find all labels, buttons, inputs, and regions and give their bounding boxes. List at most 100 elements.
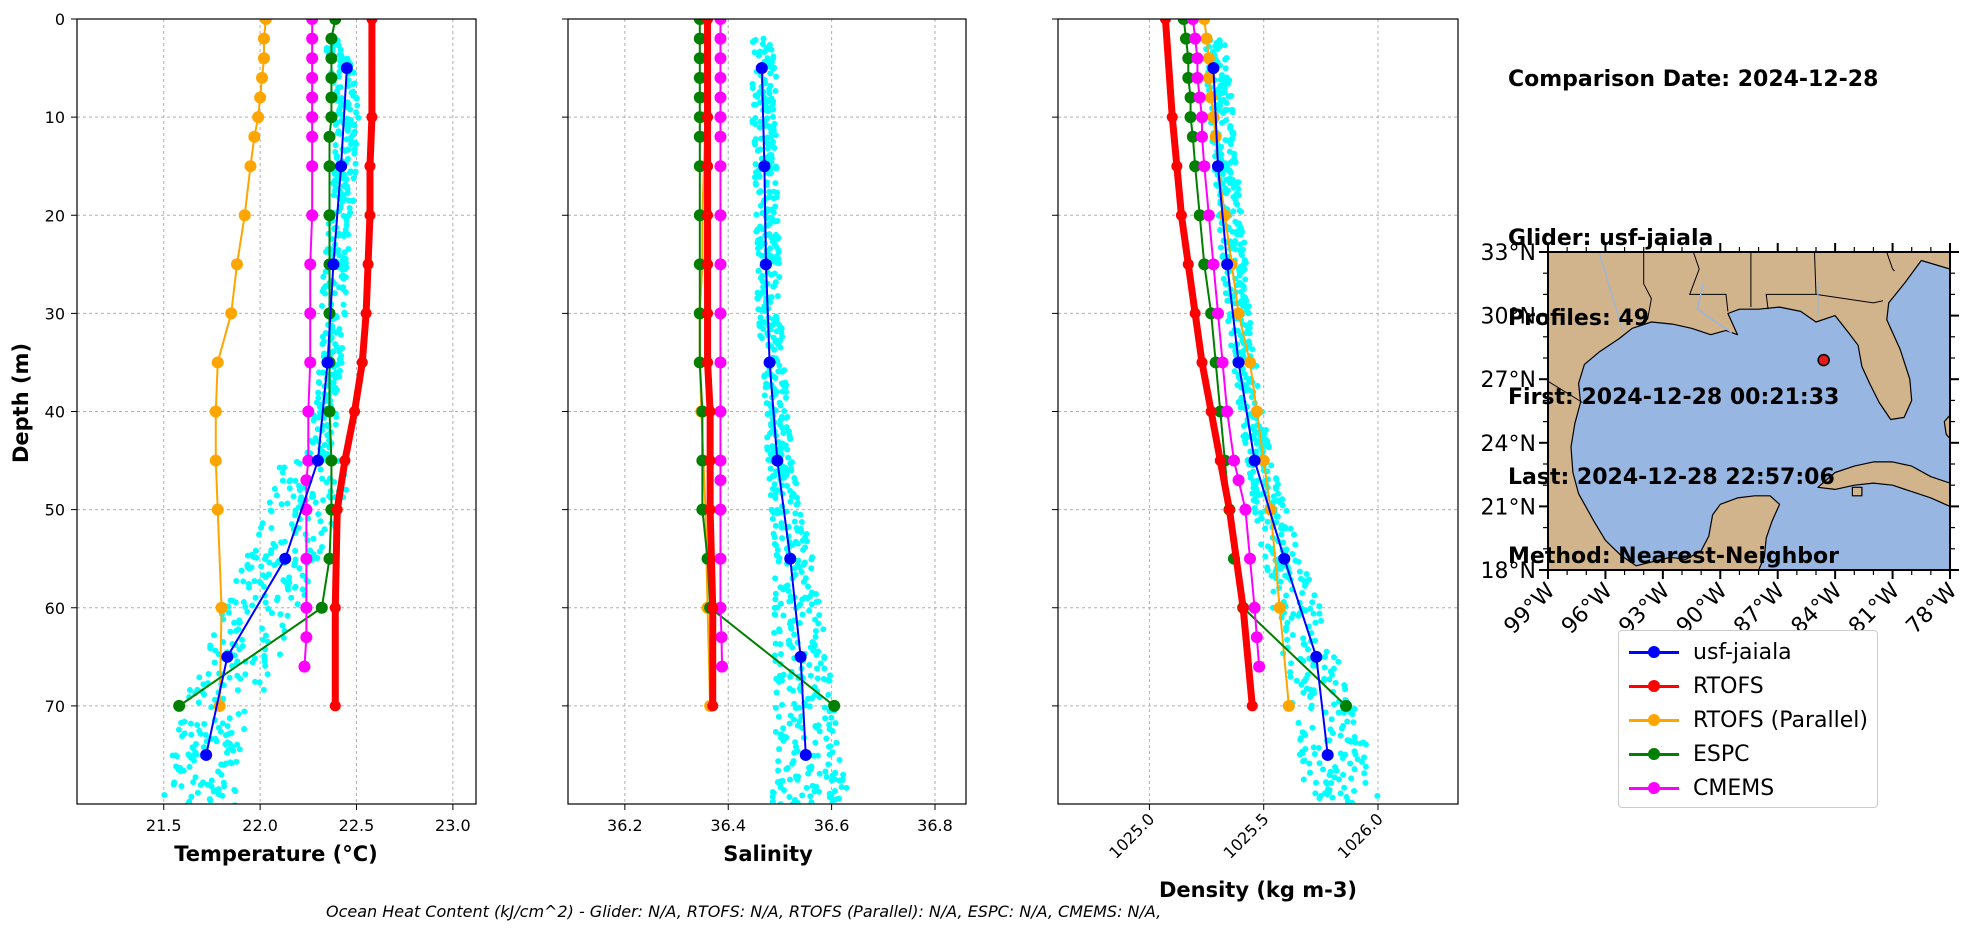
series-point: [771, 454, 784, 467]
scatter-point: [1275, 498, 1282, 505]
series-point: [1253, 660, 1266, 673]
scatter-point: [1301, 641, 1308, 648]
series-point: [1232, 307, 1245, 320]
scatter-point: [1264, 518, 1271, 525]
scatter-point: [236, 746, 243, 753]
scatter-point: [340, 212, 347, 219]
legend-swatch: [1629, 742, 1679, 766]
x-tick-label: 21.5: [146, 816, 182, 835]
series-point: [279, 552, 292, 565]
scatter-point: [241, 708, 248, 715]
series-point: [1310, 650, 1323, 663]
series-point: [1223, 504, 1235, 516]
scatter-point: [1251, 436, 1258, 443]
scatter-point: [1283, 624, 1290, 631]
series-rtofs-parallel-: [209, 19, 272, 712]
series-point: [323, 160, 336, 173]
scatter-point: [775, 713, 782, 720]
scatter-point: [211, 659, 218, 666]
scatter-point: [781, 408, 788, 415]
scatter-point: [783, 388, 790, 395]
scatter-point: [1228, 92, 1235, 99]
scatter-point: [770, 373, 777, 380]
scatter-point: [836, 757, 843, 764]
series-point: [1207, 111, 1220, 124]
scatter-point: [799, 596, 806, 603]
map-x-tick-label: 78°W: [1902, 578, 1963, 639]
series-rtofs: [1159, 19, 1258, 712]
scatter-point: [800, 561, 807, 568]
scatter-point: [773, 73, 780, 80]
series-point: [323, 552, 336, 565]
series-point: [1193, 91, 1206, 104]
series-point: [715, 631, 728, 644]
salinity-axis-label: Salinity: [723, 842, 813, 866]
scatter-point: [794, 748, 801, 755]
scatter-point: [832, 720, 839, 727]
scatter-point: [194, 789, 201, 796]
scatter-point: [843, 784, 850, 791]
scatter-point: [752, 181, 759, 188]
scatter-point: [350, 121, 357, 128]
scatter-point: [780, 671, 787, 678]
scatter-point: [188, 793, 195, 800]
series-point: [1239, 503, 1252, 516]
scatter-point: [1362, 763, 1369, 770]
scatter-point: [331, 170, 338, 177]
series-point: [306, 160, 319, 173]
scatter-point: [239, 636, 246, 643]
scatter-point: [756, 52, 763, 59]
scatter-point: [772, 704, 779, 711]
scatter-point: [791, 631, 798, 638]
series-point: [714, 258, 727, 271]
scatter-point: [178, 719, 185, 726]
scatter-point: [773, 805, 779, 811]
scatter-point: [1216, 107, 1223, 114]
ohc-text: Ocean Heat Content (kJ/cm^2) - Glider: N…: [326, 902, 1162, 921]
scatter-point: [337, 58, 344, 65]
scatter-point: [345, 245, 352, 252]
scatter-point: [1288, 614, 1295, 621]
scatter-point: [772, 590, 779, 597]
series-point: [1212, 160, 1224, 173]
series-point: [714, 503, 727, 516]
legend-swatch: [1629, 776, 1679, 800]
series-point: [1216, 356, 1229, 369]
scatter-point: [1312, 637, 1319, 644]
series-point: [306, 52, 319, 65]
scatter-point: [799, 611, 806, 618]
scatter-point: [332, 142, 339, 149]
series-point: [784, 552, 797, 565]
scatter-point: [268, 547, 275, 554]
scatter-point: [1229, 106, 1236, 113]
scatter-point: [1248, 394, 1255, 401]
scatter-point: [1297, 736, 1304, 743]
legend-swatch: [1629, 674, 1679, 698]
series-point: [256, 71, 269, 84]
scatter-point: [1217, 244, 1224, 251]
scatter-point: [252, 547, 259, 554]
scatter-point: [315, 414, 322, 421]
scatter-point: [279, 622, 286, 629]
series-point: [1182, 258, 1194, 270]
scatter-point: [351, 150, 358, 157]
series-point: [759, 258, 772, 271]
scatter-point: [220, 695, 227, 702]
scatter-point: [777, 600, 784, 607]
series-point: [364, 160, 376, 172]
series-point: [306, 71, 319, 84]
series-point: [696, 503, 709, 516]
scatter-point: [767, 465, 774, 472]
series-usf-jaiala: [1207, 62, 1334, 761]
scatter-point: [763, 380, 770, 387]
scatter-point: [322, 290, 329, 297]
scatter-point: [1240, 261, 1247, 268]
series-point: [702, 209, 714, 221]
scatter-point: [1219, 119, 1226, 126]
scatter-point: [282, 578, 289, 585]
scatter-point: [336, 325, 343, 332]
series-point: [325, 71, 338, 84]
scatter-point: [1262, 427, 1269, 434]
scatter-point: [800, 546, 807, 553]
scatter-point: [765, 194, 772, 201]
